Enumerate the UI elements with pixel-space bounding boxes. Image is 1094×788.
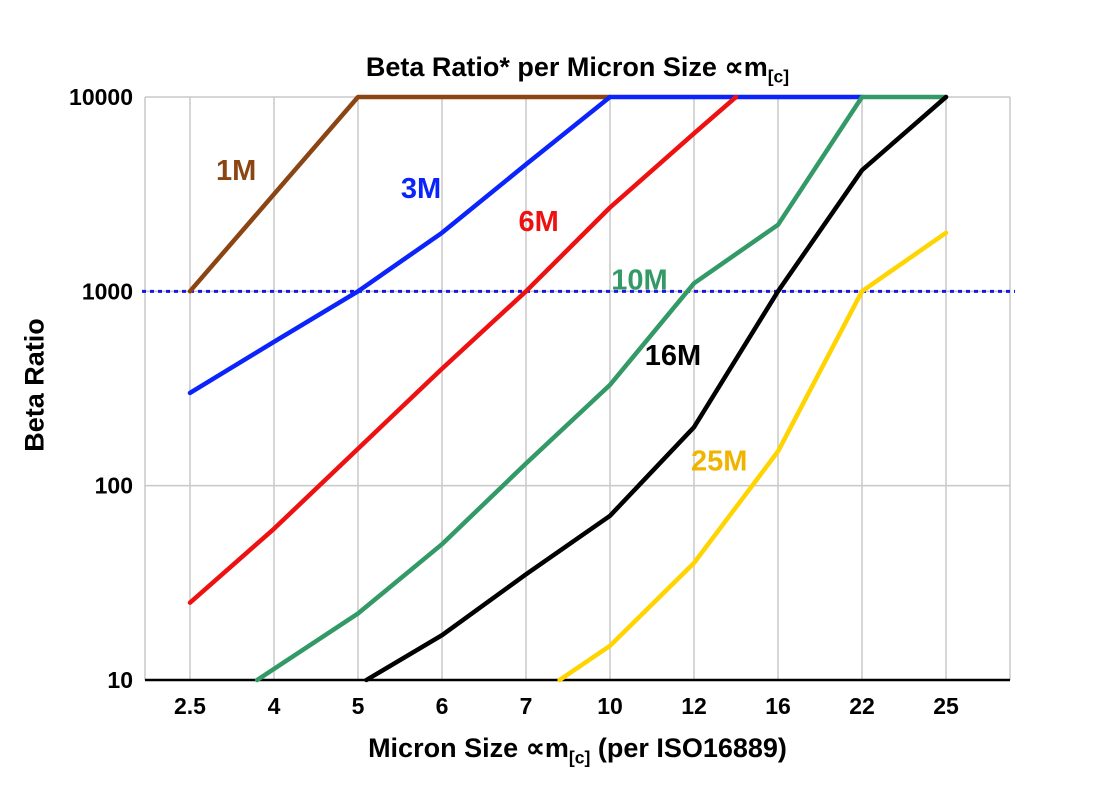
x-axis-title: Micron Size ∝m[c] (per ISO16889) [145,733,1010,768]
x-tick-label-5: 5 [352,693,365,719]
series-label-1M: 1M [216,155,256,187]
x-tick-label-22: 22 [849,693,875,719]
x-tick-label-12: 12 [681,693,707,719]
series-line-25M [557,230,949,683]
x-tick-label-6: 6 [436,693,449,719]
x-tick-label-16: 16 [765,693,791,719]
series-line-10M [254,94,949,683]
y-axis-title: Beta Ratio [19,318,50,452]
y-tick-label-10000: 10000 [69,84,133,110]
y-tick-label-1000: 1000 [82,278,133,304]
x-axis-title-text: Micron Size ∝m [368,733,569,763]
x-tick-label-4: 4 [268,693,281,719]
series-label-16M: 16M [645,340,701,372]
series-label-6M: 6M [518,206,558,238]
gridlines [144,96,1011,682]
chart-title-text: Beta Ratio* per Micron Size ∝m [365,52,768,82]
series-line-3M [187,94,865,396]
series-line-16M [364,94,949,683]
chart-title-subscript: [c] [767,66,790,87]
x-tick-label-10: 10 [597,693,623,719]
chart-title: Beta Ratio* per Micron Size ∝m[c] [145,52,1010,87]
series-label-10M: 10M [611,265,667,297]
series-line-1M [187,94,613,294]
x-axis-title-subscript: [c] [568,747,591,768]
series-label-3M: 3M [401,173,441,205]
x-tick-label-25: 25 [933,693,959,719]
y-tick-label-100: 100 [95,473,133,499]
y-tick-label-10: 10 [107,667,133,693]
series-label-25M: 25M [691,445,747,477]
x-tick-label-2.5: 2.5 [174,693,206,719]
x-axis-title-suffix: (per ISO16889) [590,733,787,763]
x-tick-label-7: 7 [520,693,533,719]
series-line-6M [187,94,739,605]
